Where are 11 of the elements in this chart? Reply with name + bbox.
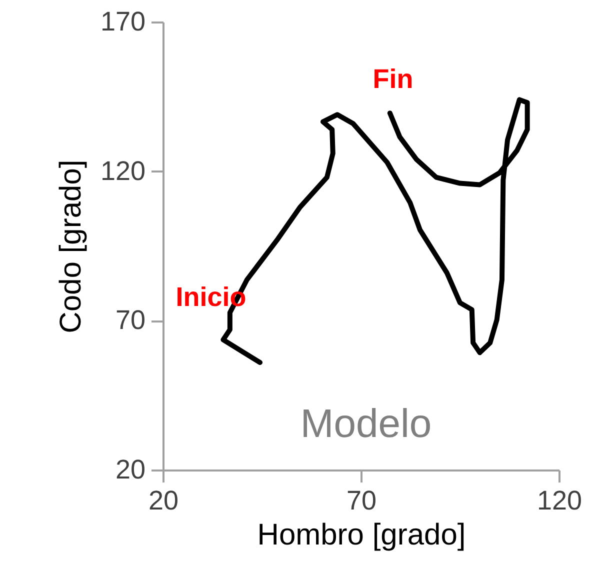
y-tick-label: 170 <box>100 6 146 36</box>
y-axis-title: Codo [grado] <box>54 160 88 334</box>
y-tick-label: 70 <box>115 305 146 336</box>
annotation: Modelo <box>300 402 432 446</box>
annotation: Fin <box>372 64 414 94</box>
y-tick-label: 20 <box>115 454 146 484</box>
x-tick-label: 20 <box>148 486 179 516</box>
y-tick-label: 120 <box>100 156 146 186</box>
x-axis-title: Hombro [grado] <box>257 518 466 552</box>
x-tick-label: 70 <box>346 486 377 516</box>
x-tick-label: 120 <box>536 486 582 516</box>
